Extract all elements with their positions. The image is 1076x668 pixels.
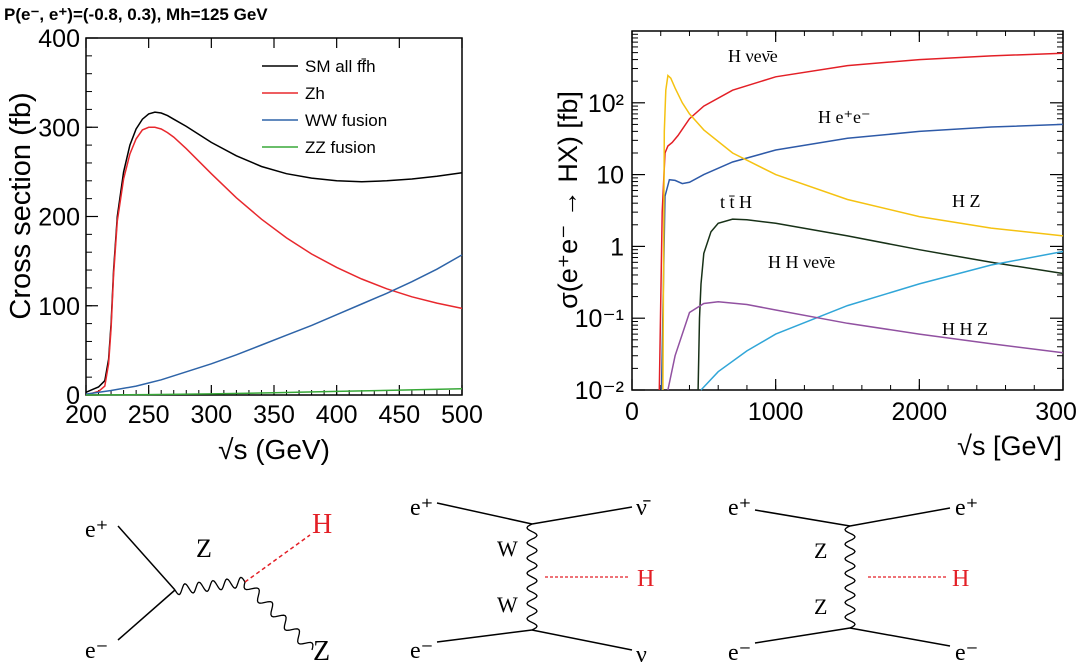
left-xtick-label: 450 xyxy=(378,401,420,429)
left-xlabel: √s (GeV) xyxy=(218,434,330,465)
d3-positron-line xyxy=(754,509,851,527)
left-ytick-label: 400 xyxy=(38,25,80,53)
left-axis-ticks: 200 250 300 350 400 450 500 0 100 200 300 400 xyxy=(38,25,483,429)
d2-neutrino-line xyxy=(531,629,633,651)
right-series-t-t-h xyxy=(697,218,1064,391)
left-legend-label: WW fusion xyxy=(305,111,387,130)
d1-label-z: Z xyxy=(196,534,212,563)
right-chart: 0 1000 2000 3000 10⁻² 10⁻¹ 1 10 10² σ(e⁺e⁻ → HX)… xyxy=(553,30,1076,461)
left-series-ww-fusion xyxy=(85,254,463,395)
left-series-sm-all-ff-h xyxy=(85,111,463,393)
left-series-zh xyxy=(85,126,463,396)
left-chart-title: P(e⁻, e⁺)=(-0.8, 0.3), Mh=125 GeV xyxy=(4,5,268,24)
d2-label-e-minus: e⁻ xyxy=(410,638,433,664)
d1-label-e-minus: e⁻ xyxy=(85,638,108,664)
right-ytick-label: 10⁻² xyxy=(575,377,624,405)
left-xtick-label: 350 xyxy=(253,401,295,429)
d1-label-h: H xyxy=(312,509,332,540)
right-series-label: H H Z xyxy=(942,319,988,339)
left-plot-frame xyxy=(85,37,463,396)
d3-electron-out-line xyxy=(849,627,951,647)
right-series-h-z xyxy=(662,73,1064,391)
d1-positron-line xyxy=(117,525,176,591)
d1-label-z-out: Z xyxy=(313,636,330,667)
left-ytick-label: 100 xyxy=(38,293,80,321)
right-ytick-label: 10 xyxy=(596,162,624,190)
d2-label-antineutrino: ν̄ xyxy=(636,495,651,521)
d2-label-w2: W xyxy=(497,592,518,617)
left-ytick-label: 300 xyxy=(38,114,80,142)
d2-antineutrino-line xyxy=(531,506,633,525)
right-series-h-e-e xyxy=(660,123,1064,391)
left-ytick-label: 0 xyxy=(66,382,80,410)
right-ytick-label: 10⁻¹ xyxy=(575,305,624,333)
d3-z-propagator xyxy=(844,525,856,629)
d1-electron-line xyxy=(117,589,176,641)
d1-z-out-line xyxy=(243,581,314,651)
d3-label-e-plus-out: e⁺ xyxy=(955,495,978,521)
right-series-h-e-e xyxy=(658,52,1064,391)
left-xtick-label: 250 xyxy=(128,401,170,429)
right-ytick-label: 1 xyxy=(610,233,624,261)
right-axis-ticks: 0 1000 2000 3000 10⁻² 10⁻¹ 1 10 10² xyxy=(575,31,1076,426)
left-xtick-label: 400 xyxy=(316,401,358,429)
diagram-higgsstrahlung: e⁺ e⁻ Z H Z xyxy=(85,509,332,667)
d2-label-neutrino: ν xyxy=(636,642,647,668)
right-series-label: H Z xyxy=(952,191,981,211)
right-series-label: t t̄ H xyxy=(720,192,752,212)
diagram-ww-fusion: e⁺ e⁻ W W H ν̄ ν xyxy=(410,495,654,668)
left-legend-label: Zh xyxy=(305,84,325,103)
d3-label-z2: Z xyxy=(814,594,827,619)
d3-electron-line xyxy=(754,627,851,644)
right-xtick-label: 2000 xyxy=(892,398,948,426)
right-xlabel: √s [GeV] xyxy=(957,431,1062,461)
d2-electron-line xyxy=(436,629,533,643)
right-xtick-label: 3000 xyxy=(1035,398,1076,426)
d3-label-e-plus: e⁺ xyxy=(728,495,751,521)
d3-label-e-minus: e⁻ xyxy=(728,640,751,666)
d3-positron-out-line xyxy=(849,507,951,527)
left-ytick-label: 200 xyxy=(38,204,80,232)
right-xtick-label: 0 xyxy=(625,398,639,426)
d2-label-e-plus: e⁺ xyxy=(410,495,433,521)
left-chart: P(e⁻, e⁺)=(-0.8, 0.3), Mh=125 GeV 200 250… xyxy=(4,5,483,465)
feynman-diagrams: e⁺ e⁻ Z H Z e⁺ e⁻ W W H ν̄ ν xyxy=(85,495,978,668)
right-ytick-label: 10² xyxy=(588,90,624,118)
right-series-labels: H νeν̄e H e⁺e⁻ H Z t t̄ H H H νeν̄e H H Z xyxy=(720,46,988,339)
d2-label-w1: W xyxy=(497,536,518,561)
d1-label-e-plus: e⁺ xyxy=(85,517,108,543)
left-ylabel: Cross section (fb) xyxy=(5,92,37,319)
right-series-h-h-z xyxy=(667,300,1064,391)
diagram-zz-fusion: e⁺ e⁻ Z Z H e⁺ e⁻ xyxy=(728,495,978,666)
d3-label-z1: Z xyxy=(814,538,827,563)
right-series-label: H e⁺e⁻ xyxy=(818,107,870,127)
left-series-zz-fusion xyxy=(85,388,463,396)
right-series-label: H H νeν̄e xyxy=(768,252,835,272)
right-plot-frame xyxy=(631,30,1064,391)
d1-z-propagator xyxy=(174,576,246,596)
right-xtick-label: 1000 xyxy=(748,398,804,426)
left-legend-label: ZZ fusion xyxy=(305,138,376,157)
left-xtick-label: 200 xyxy=(65,401,107,429)
left-legend-label: SM all ff̄h xyxy=(305,57,376,76)
d3-label-h: H xyxy=(952,566,969,592)
left-xtick-label: 300 xyxy=(190,401,232,429)
d2-label-h: H xyxy=(637,566,654,592)
d1-higgs-line xyxy=(244,534,311,583)
left-series-group xyxy=(85,111,463,396)
left-legend: SM all ff̄h Zh WW fusion ZZ fusion xyxy=(262,57,387,157)
right-ylabel: σ(e⁺e⁻ → HX) [fb] xyxy=(553,91,583,309)
right-series-group xyxy=(658,52,1064,391)
left-xtick-label: 500 xyxy=(441,401,483,429)
right-series-h-h-e-e xyxy=(700,250,1064,391)
right-series-label: H νeν̄e xyxy=(728,46,778,66)
d2-w-propagator xyxy=(526,523,538,631)
d2-positron-line xyxy=(436,502,533,525)
d3-label-e-minus-out: e⁻ xyxy=(955,640,978,666)
